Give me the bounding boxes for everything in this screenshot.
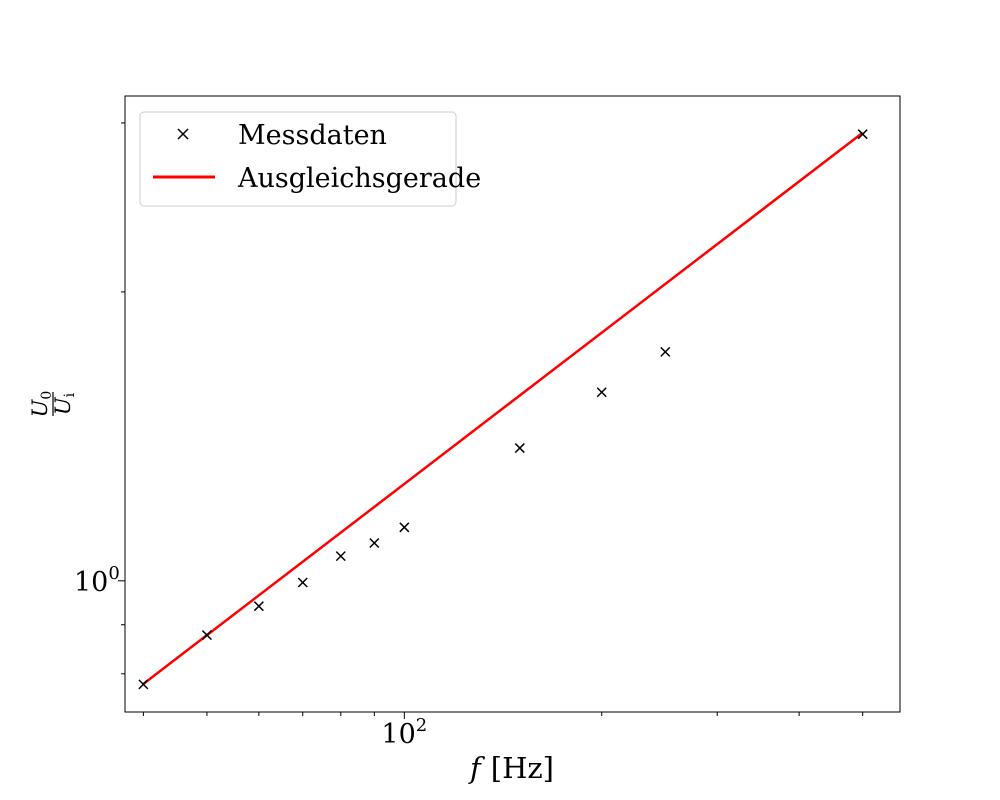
y-tick-label: 100 [74,563,120,598]
ticks-layer [118,122,864,719]
data-point [335,551,346,562]
data-point [138,679,149,690]
legend-box [139,111,457,207]
legend-label-ausgleichsgerade: Ausgleichsgerade [237,163,481,194]
data-point [201,630,212,641]
y-label-numerator: U0 [28,391,55,418]
legend-label-messdaten: Messdaten [238,120,387,151]
x-tick-label: 102 [381,715,427,750]
data-point [660,346,671,357]
plot-frame [124,95,901,713]
data-point [399,522,410,533]
y-axis-label: U0 Ui [28,391,78,418]
fit-line [142,131,864,685]
data-point [297,577,308,588]
data-point [596,387,607,398]
series-layer [138,129,868,690]
data-point [514,443,525,454]
legend: Messdaten Ausgleichsgerade [139,111,481,207]
data-point [369,537,380,549]
legend-marker-messdaten [177,128,189,140]
x-axis-label: f [Hz] [468,751,554,785]
data-point [253,601,264,612]
data-point [857,129,868,140]
y-label-denominator: Ui [51,392,78,415]
